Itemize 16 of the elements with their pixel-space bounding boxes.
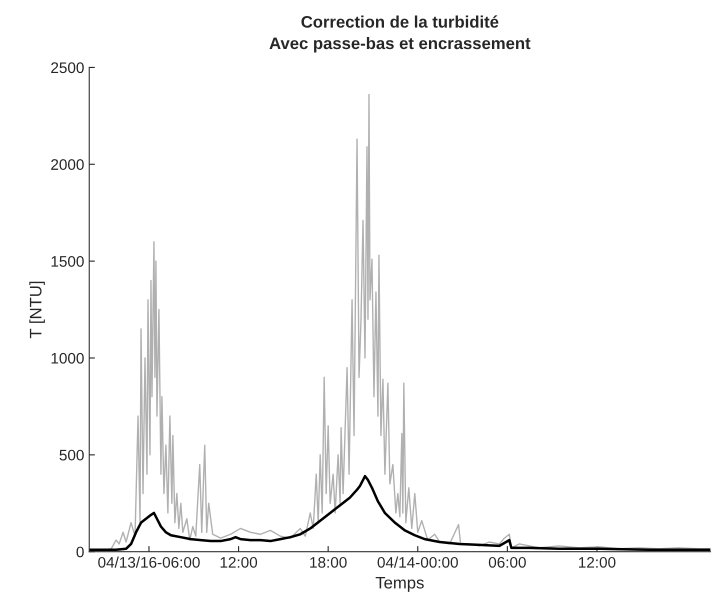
y-tick-label: 1000 — [52, 352, 84, 364]
y-tick-label: 2000 — [51, 159, 84, 170]
x-tick-label: 18:00 — [310, 556, 347, 568]
x-tick-label: 04/14-00:00 — [378, 556, 458, 568]
x-tick-label: 06:00 — [488, 556, 526, 568]
y-axis-title: T [NTU] — [29, 282, 45, 338]
x-tick-label: 12:00 — [220, 556, 258, 568]
y-tick-label: 1500 — [52, 256, 84, 267]
chart-subtitle: Avec passe-bas et encrassement — [269, 36, 530, 52]
x-tick-label: 12:00 — [578, 556, 616, 568]
x-axis-title: Temps — [376, 576, 424, 592]
y-tick-label: 2500 — [51, 62, 84, 74]
chart-title: Correction de la turbidité — [301, 15, 498, 28]
y-tick-label: 500 — [60, 450, 84, 461]
x-tick-label: 04/13/16-06:00 — [98, 556, 200, 568]
y-tick-label: 0 — [76, 546, 84, 558]
